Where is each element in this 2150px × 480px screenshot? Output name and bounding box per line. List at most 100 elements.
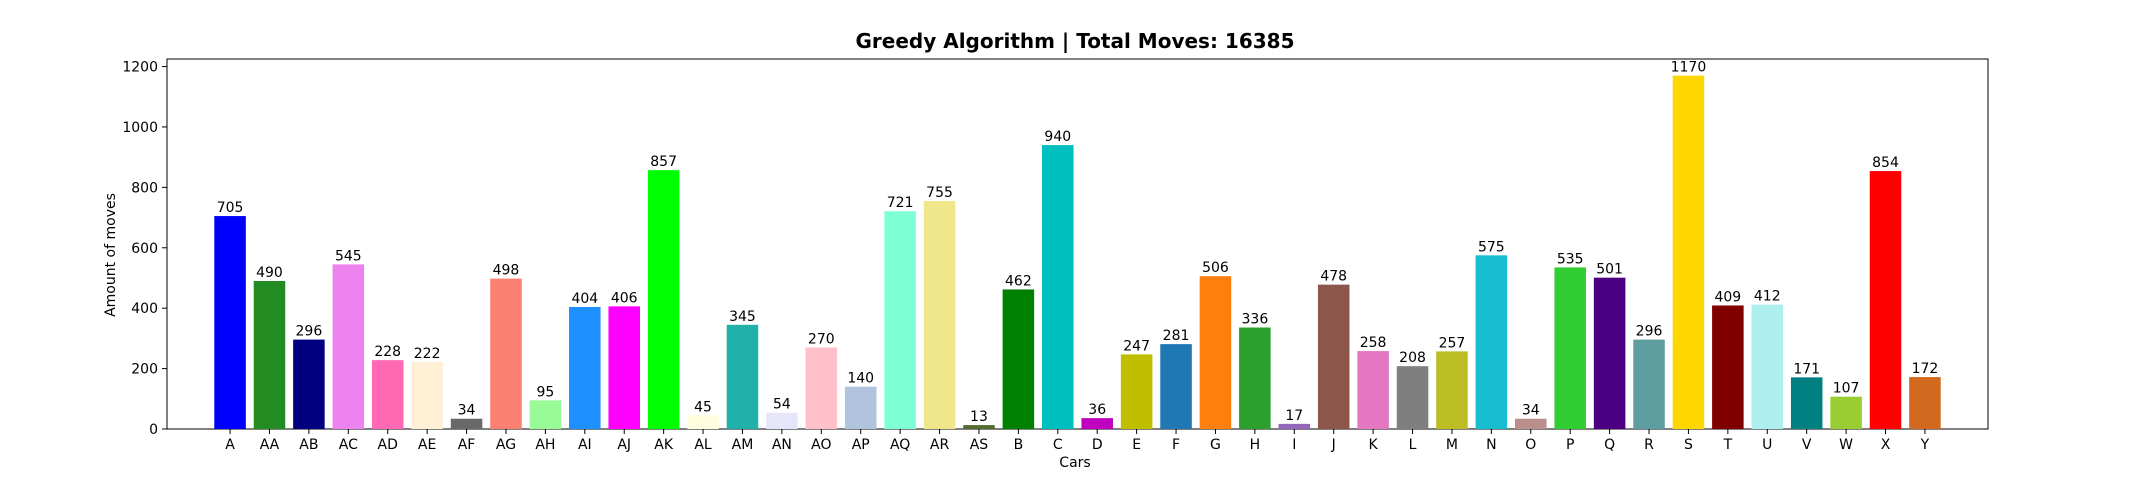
- bar-af: [450, 418, 483, 429]
- bar-value-label: 501: [1596, 262, 1623, 278]
- x-tick-label: R: [1644, 437, 1654, 453]
- bar-h: [1239, 327, 1271, 429]
- bar-am: [726, 324, 759, 429]
- y-tick-label: 800: [131, 180, 158, 196]
- bar-value-label: 257: [1439, 335, 1466, 351]
- x-tick-label: AH: [535, 437, 555, 453]
- bar-c: [1042, 145, 1074, 429]
- y-tick-label: 200: [131, 362, 158, 378]
- bar-value-label: 34: [458, 403, 476, 419]
- bar-p: [1554, 267, 1586, 429]
- x-tick-label: AL: [694, 437, 712, 453]
- bar-a: [214, 216, 246, 429]
- bar-ai: [569, 306, 601, 429]
- bar-value-label: 535: [1557, 251, 1584, 267]
- bar-value-label: 36: [1088, 402, 1106, 418]
- x-tick-label: D: [1092, 437, 1103, 453]
- bar-u: [1751, 304, 1784, 429]
- bar-value-label: 13: [970, 409, 988, 425]
- bar-i: [1278, 423, 1311, 429]
- x-tick-label: A: [225, 437, 235, 453]
- bar-g: [1199, 276, 1232, 429]
- x-axis-ticks: A AA AB AC AD AE AF AG AH AI AJ AK AL AM AN AO AP AQ AR AS B…: [225, 429, 1930, 453]
- x-tick-label: C: [1053, 437, 1063, 453]
- bar-j: [1317, 284, 1350, 429]
- bar-value-label: 107: [1833, 381, 1860, 397]
- x-tick-label: Q: [1604, 437, 1615, 453]
- y-tick-label: 0: [149, 422, 158, 438]
- bar-value-label: 247: [1123, 338, 1150, 354]
- x-tick-label: P: [1566, 437, 1574, 453]
- x-axis-label: Cars: [1059, 455, 1090, 471]
- x-tick-label: AO: [811, 437, 831, 453]
- x-tick-label: K: [1369, 437, 1379, 453]
- plot-frame: [166, 58, 1989, 430]
- bar-value-label: 296: [296, 324, 323, 340]
- bar-v: [1790, 377, 1823, 429]
- bar-value-label: 54: [773, 397, 791, 413]
- bar-value-label: 409: [1714, 289, 1741, 305]
- bar-d: [1081, 418, 1113, 429]
- y-tick-label: 1000: [122, 120, 158, 136]
- bar-aj: [608, 306, 640, 429]
- bar-ag: [490, 278, 522, 429]
- y-tick-label: 600: [131, 241, 158, 257]
- bar-labels: 705 490 296 545 228 222 34 498 95 404 406 857 45 345 5…: [217, 60, 1939, 425]
- x-tick-label: V: [1802, 437, 1812, 453]
- bar-m: [1436, 351, 1468, 429]
- bar-value-label: 222: [414, 346, 441, 362]
- x-tick-label: AB: [299, 437, 318, 453]
- bar-value-label: 45: [694, 399, 712, 415]
- x-tick-label: AR: [930, 437, 950, 453]
- bar-y: [1909, 377, 1941, 429]
- chart-title: Greedy Algorithm | Total Moves: 16385: [856, 29, 1295, 53]
- bar-q: [1593, 277, 1626, 429]
- bar-value-label: 490: [256, 265, 283, 281]
- bar-w: [1830, 396, 1862, 429]
- bar-value-label: 705: [217, 200, 244, 216]
- bar-f: [1160, 344, 1192, 429]
- x-tick-label: AC: [339, 437, 358, 453]
- bar-value-label: 545: [335, 248, 362, 264]
- bar-value-label: 575: [1478, 239, 1505, 255]
- plot-area: 705 490 296 545 228 222 34 498 95 404 406 857 45 345 5…: [122, 58, 1989, 453]
- bar-value-label: 1170: [1671, 60, 1707, 76]
- x-tick-label: AF: [458, 437, 476, 453]
- x-tick-label: U: [1762, 437, 1772, 453]
- bar-e: [1120, 354, 1153, 429]
- x-tick-label: I: [1292, 437, 1296, 453]
- x-tick-label: AS: [970, 437, 989, 453]
- x-tick-label: N: [1486, 437, 1496, 453]
- bar-ar: [923, 200, 956, 429]
- x-tick-label: W: [1839, 437, 1853, 453]
- bar-aq: [884, 211, 916, 429]
- x-tick-label: E: [1132, 437, 1141, 453]
- bar-value-label: 412: [1754, 289, 1781, 305]
- bar-value-label: 755: [926, 185, 953, 201]
- bar-value-label: 296: [1636, 324, 1663, 340]
- x-tick-label: AG: [496, 437, 516, 453]
- x-tick-label: AM: [732, 437, 754, 453]
- x-tick-label: O: [1525, 437, 1536, 453]
- x-tick-label: J: [1331, 437, 1336, 453]
- bar-value-label: 857: [650, 154, 677, 170]
- x-tick-label: Y: [1920, 437, 1930, 453]
- x-tick-label: B: [1014, 437, 1024, 453]
- x-tick-label: F: [1172, 437, 1180, 453]
- y-tick-label: 1200: [122, 60, 158, 76]
- y-axis-label: Amount of moves: [103, 193, 119, 317]
- bar-value-label: 140: [847, 371, 874, 387]
- x-tick-label: AD: [378, 437, 398, 453]
- bar-value-label: 721: [887, 195, 914, 211]
- bar-value-label: 171: [1793, 361, 1820, 377]
- bar-o: [1515, 418, 1547, 429]
- bar-value-label: 258: [1360, 335, 1387, 351]
- bar-x: [1869, 171, 1902, 430]
- x-tick-label: AP: [852, 437, 870, 453]
- bar-value-label: 478: [1320, 269, 1347, 285]
- x-tick-label: AI: [578, 437, 592, 453]
- bar-value-label: 270: [808, 331, 835, 347]
- x-tick-label: S: [1684, 437, 1693, 453]
- bar-value-label: 336: [1242, 312, 1269, 328]
